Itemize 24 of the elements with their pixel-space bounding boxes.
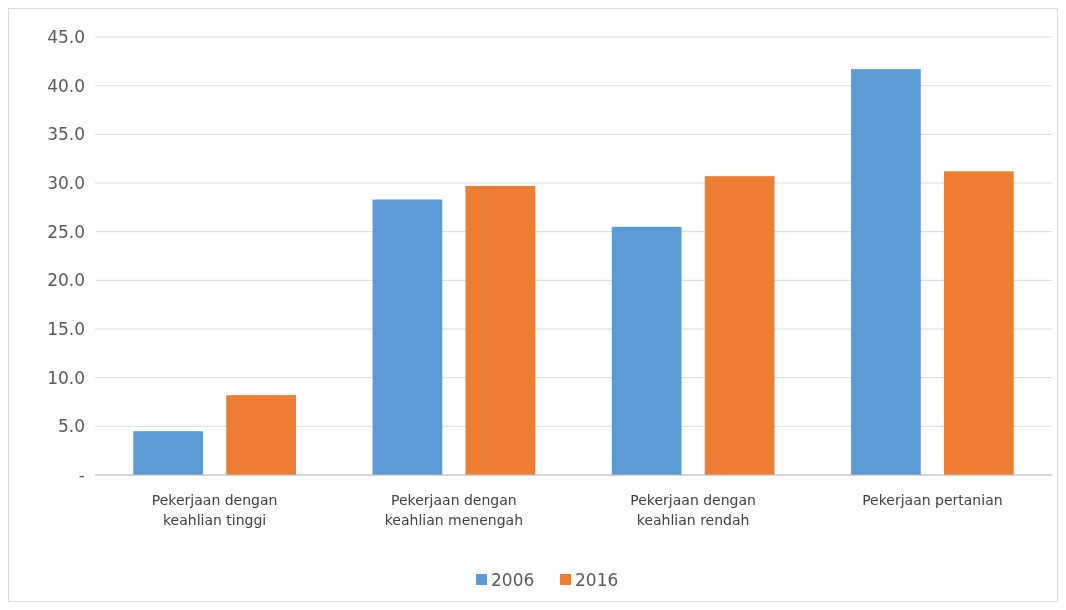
bar xyxy=(944,171,1014,475)
y-tick-label: 35.0 xyxy=(47,124,85,145)
y-tick-label: 5.0 xyxy=(57,416,85,437)
y-tick-label: 20.0 xyxy=(47,270,85,291)
bar xyxy=(611,226,682,475)
legend-label: 2016 xyxy=(575,569,619,590)
y-tick-label: 40.0 xyxy=(47,75,85,96)
x-tick-label: Pekerjaan dengan keahlian rendah xyxy=(630,492,756,528)
y-tick-label: 10.0 xyxy=(47,367,85,388)
bar xyxy=(851,69,921,475)
y-tick-label: 45.0 xyxy=(47,26,85,47)
x-tick-label: Pekerjaan pertanian xyxy=(862,492,1003,508)
x-tick-label: Pekerjaan dengan keahlian menengah xyxy=(384,492,524,528)
bar xyxy=(372,199,443,475)
bar xyxy=(465,185,536,475)
bar xyxy=(704,176,775,475)
y-tick-label: 30.0 xyxy=(47,172,85,193)
legend-label: 2006 xyxy=(491,569,535,590)
bar xyxy=(133,431,203,475)
y-tick-label: 15.0 xyxy=(47,318,85,339)
x-tick-label: Pekerjaan dengan keahlian tinggi xyxy=(151,492,278,528)
y-tick-label: 25.0 xyxy=(47,221,85,242)
bar xyxy=(226,395,296,475)
y-tick-label: - xyxy=(78,464,85,485)
